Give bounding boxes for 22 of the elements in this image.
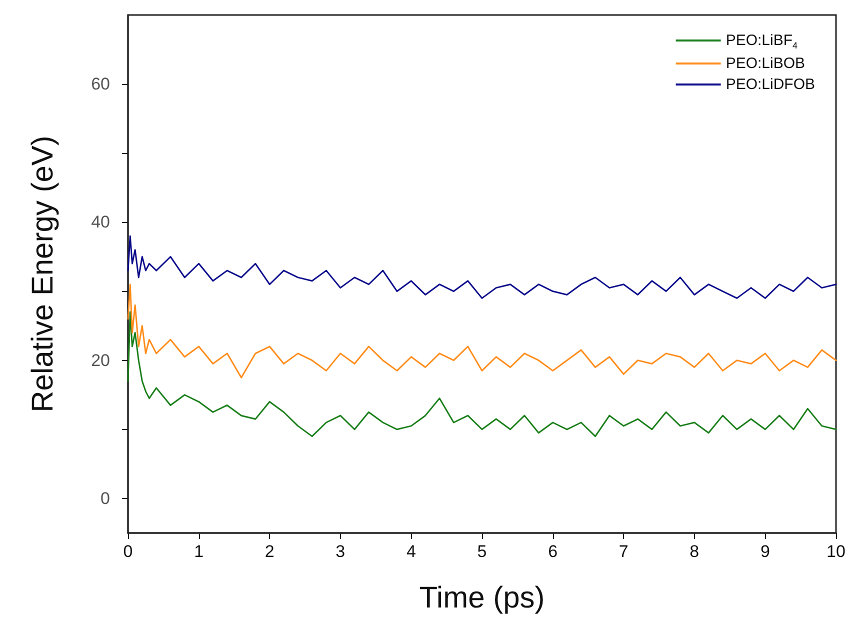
x-tick-label: 3 xyxy=(336,542,346,561)
x-tick-label: 5 xyxy=(477,542,487,561)
x-tick-label: 7 xyxy=(618,542,628,561)
x-tick-label: 10 xyxy=(826,542,846,561)
y-tick-label: 0 xyxy=(100,488,110,508)
x-tick-label: 0 xyxy=(123,542,133,561)
x-tick-label: 1 xyxy=(194,542,204,561)
x-tick-label: 9 xyxy=(760,542,770,561)
line-series xyxy=(127,311,837,438)
y-tick-label: 20 xyxy=(91,350,110,370)
x-tick-label: 6 xyxy=(548,542,558,561)
line-series xyxy=(127,284,837,378)
legend-label: PEO:LiBOB xyxy=(726,55,806,72)
x-tick-label: 2 xyxy=(264,542,274,561)
legend-label: PEO:LiDFOB xyxy=(726,76,815,93)
y-axis-title: Relative Energy (eV) xyxy=(26,136,60,412)
y-tick-label: 40 xyxy=(91,212,110,232)
x-tick-label: 8 xyxy=(690,542,700,561)
x-axis-title: Time (ps) xyxy=(419,582,545,614)
y-tick-label: 60 xyxy=(91,74,110,94)
x-tick-label: 4 xyxy=(406,542,416,561)
line-series xyxy=(127,235,837,299)
